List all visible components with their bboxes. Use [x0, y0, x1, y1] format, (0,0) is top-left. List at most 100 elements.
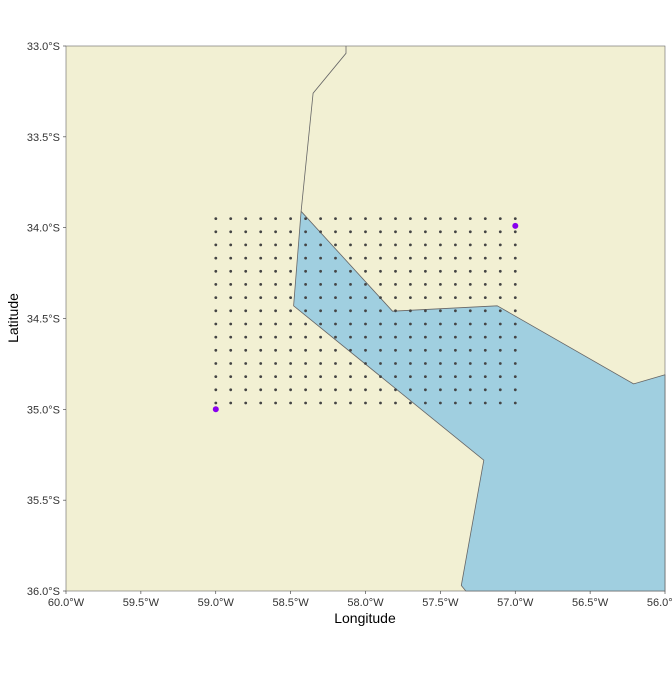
sample-point [379, 217, 382, 221]
sample-point [289, 283, 292, 286]
sample-point [349, 322, 352, 326]
sample-point [304, 335, 307, 339]
border-line [300, 46, 347, 212]
x-tick-label: 60.0°W [48, 597, 85, 609]
sample-point [214, 269, 218, 273]
sample-point [468, 362, 472, 365]
sample-point [409, 401, 412, 405]
sample-point [229, 322, 233, 326]
sample-point [483, 256, 487, 260]
sample-point [334, 335, 337, 339]
sample-point [379, 375, 382, 378]
sample-point [379, 401, 382, 405]
x-tick-label: 57.0°W [497, 597, 534, 609]
sample-point [498, 217, 502, 221]
sample-point [409, 388, 412, 392]
sample-point [483, 375, 487, 378]
sample-point [439, 401, 442, 405]
sample-point [364, 217, 367, 221]
sample-point [394, 348, 397, 352]
sample-point [513, 362, 517, 365]
sample-point [274, 217, 277, 221]
sample-point [379, 335, 382, 339]
sample-point [468, 322, 472, 326]
sample-point [439, 217, 442, 221]
sample-point [229, 256, 233, 260]
sample-point [334, 296, 337, 299]
sample-point [498, 230, 502, 234]
sample-point [483, 309, 487, 313]
sample-point [379, 362, 382, 365]
sample-point [289, 322, 292, 326]
sample-point [214, 283, 218, 286]
sample-point [244, 269, 248, 273]
sample-point [468, 217, 472, 221]
sample-point [229, 388, 233, 392]
sample-point [349, 309, 352, 313]
sample-point [409, 296, 412, 299]
sample-point [349, 335, 352, 339]
sample-point [304, 243, 307, 247]
sample-point [394, 283, 397, 286]
sample-point [483, 401, 487, 405]
sample-point [349, 348, 352, 352]
sample-point [424, 322, 427, 326]
sample-point [304, 269, 307, 273]
sample-point [259, 269, 263, 273]
sample-point [379, 309, 382, 313]
sample-point [304, 230, 307, 234]
sample-point [304, 362, 307, 365]
sample-point [454, 283, 457, 286]
sample-point [454, 217, 457, 221]
sample-point [349, 375, 352, 378]
sample-point [349, 243, 352, 247]
sample-point [468, 243, 472, 247]
sample-point [364, 348, 367, 352]
sample-point [349, 401, 352, 405]
sample-point [334, 322, 337, 326]
sample-point [454, 362, 457, 365]
sample-point [214, 309, 218, 313]
sample-point [349, 217, 352, 221]
sample-point [364, 335, 367, 339]
sample-point [513, 217, 517, 221]
sample-point [229, 283, 233, 286]
sample-point [214, 348, 218, 352]
sample-point [468, 388, 472, 392]
sample-point [513, 256, 517, 260]
sample-point [468, 309, 472, 313]
sample-point [244, 243, 248, 247]
sample-point [274, 256, 277, 260]
sample-point [424, 283, 427, 286]
x-tick-label: 56.5°W [572, 597, 609, 609]
sample-point [274, 322, 277, 326]
sample-point [498, 375, 502, 378]
sample-point [364, 283, 367, 286]
sample-point [244, 375, 248, 378]
sample-point [364, 243, 367, 247]
x-tick-label: 58.5°W [273, 597, 310, 609]
sample-point [229, 269, 233, 273]
sample-point [349, 296, 352, 299]
sample-point [259, 388, 263, 392]
sample-point [289, 388, 292, 392]
sample-point [259, 217, 263, 221]
sample-point [349, 230, 352, 234]
sample-point [379, 230, 382, 234]
sample-point [498, 269, 502, 273]
sample-point [289, 243, 292, 247]
y-tick-label: 35.5°S [27, 495, 60, 507]
sample-point [244, 309, 248, 313]
sample-point [498, 283, 502, 286]
sample-point [244, 217, 248, 221]
sample-point [468, 256, 472, 260]
sample-point [439, 335, 442, 339]
sample-point [498, 322, 502, 326]
sample-point [334, 309, 337, 313]
sample-point [349, 256, 352, 260]
sample-point [214, 322, 218, 326]
sample-point [409, 375, 412, 378]
sample-point [498, 309, 502, 313]
sample-point [409, 217, 412, 221]
